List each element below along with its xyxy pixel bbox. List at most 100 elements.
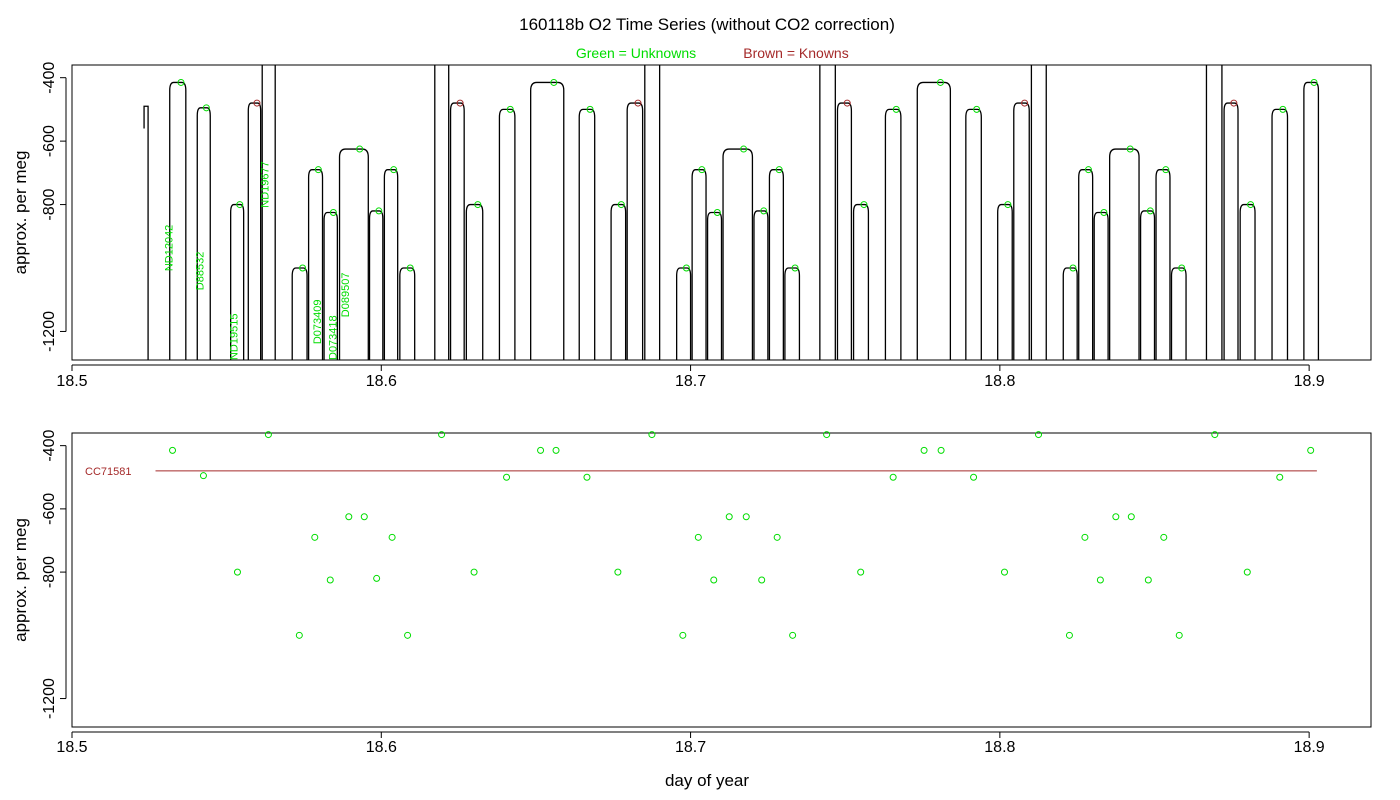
data-point [1175,631,1183,639]
data-point [470,568,478,576]
unknown-marker [936,78,944,86]
trace-segment [784,267,801,360]
x-tick-label: 18.6 [366,739,397,756]
data-point [1000,568,1008,576]
known-marker [1021,99,1029,107]
unknown-marker [268,51,274,57]
trace-segment [1170,267,1187,360]
unknown-marker [299,264,307,272]
trace-segment [644,65,661,360]
reference-line-label: CC71581 [85,466,131,478]
trace-segment [1271,108,1289,360]
data-point [583,473,591,481]
unknown-marker [775,166,783,174]
x-tick-label: 18.8 [984,373,1015,390]
unknown-marker [740,145,748,153]
unknown-marker [1279,105,1287,113]
data-point [1035,431,1043,439]
data-point [1112,513,1120,521]
data-point [503,473,511,481]
y-tick-label: -400 [41,430,58,462]
trace-segment [143,105,149,360]
x-tick-label: 18.9 [1294,739,1325,756]
data-point [311,533,319,541]
trace-segment [434,65,450,360]
trace-segment [449,102,465,360]
x-axis-label: day of year [665,771,749,790]
trace-segment [1239,203,1256,360]
legend-knowns: Brown = Knowns [743,45,848,61]
y-tick-label: -400 [41,62,58,94]
data-point [404,631,412,639]
trace-segment [722,148,754,360]
data-point [920,446,928,454]
data-point [326,576,334,584]
x-tick-label: 18.6 [366,373,397,390]
trace-segment [691,169,707,360]
trace-segment [261,65,276,360]
trace-segment [383,169,399,360]
chart-title: 160118b O2 Time Series (without CO2 corr… [519,15,895,34]
unknown-marker [406,264,414,272]
trace-segment [1303,81,1320,360]
data-point [345,513,353,521]
unknown-marker [1178,264,1186,272]
trace-segment [368,210,384,360]
trace-segment [676,267,692,360]
unknown-marker [1310,78,1318,86]
trace-segment [768,169,785,360]
unknown-marker [1126,145,1134,153]
unknown-marker [356,145,364,153]
unknown-marker [860,201,868,209]
trace-segment [1155,169,1171,360]
trace-segment [997,203,1013,360]
unknown-marker [760,207,768,215]
known-marker [843,99,851,107]
unknown-marker [1039,51,1045,57]
trace-segment [1109,148,1140,360]
data-point [758,576,766,584]
known-marker [1230,99,1238,107]
trace-segment [884,108,902,360]
unknown-marker [1100,209,1108,216]
unknown-marker [586,105,594,113]
trace-segment [247,102,262,360]
trace-segment [753,210,769,360]
data-point [823,431,831,439]
y-tick-label: -1200 [41,678,58,719]
data-point [264,431,272,439]
trace-segment [836,102,853,360]
unknown-marker [617,201,625,209]
unknown-marker [177,78,185,86]
plot-frame [71,432,1372,728]
trace-segment [916,81,952,360]
trace-segment [1093,211,1109,360]
unknown-marker [1084,166,1092,174]
unknown-marker [202,104,210,112]
data-point [1144,576,1152,584]
trace-segment [399,267,416,360]
data-point [537,446,545,454]
data-point [1211,431,1219,439]
trace-segment [626,102,644,360]
unknown-marker [892,105,900,113]
data-point [295,631,303,639]
known-marker [253,99,261,107]
unknown-marker [1214,51,1220,57]
sample-annotation: D073409 [312,299,324,344]
sample-annotation: ND19677 [259,161,271,207]
data-point [388,533,396,541]
data-point [1276,473,1284,481]
bottom-panel-scatter: 18.5 18.6 18.7 18.8 18.9 -400 -600 -800 -1200 app… [11,430,1372,756]
unknown-marker [698,166,706,174]
unknown-marker [1004,201,1012,209]
trace-segment [498,108,516,360]
data-point [373,574,381,582]
trace-segment [530,81,565,360]
data-point [360,513,368,521]
unknown-marker [236,201,244,209]
unknown-marker [1146,207,1154,215]
x-tick-label: 18.9 [1294,373,1325,390]
trace-segment [1078,169,1094,360]
